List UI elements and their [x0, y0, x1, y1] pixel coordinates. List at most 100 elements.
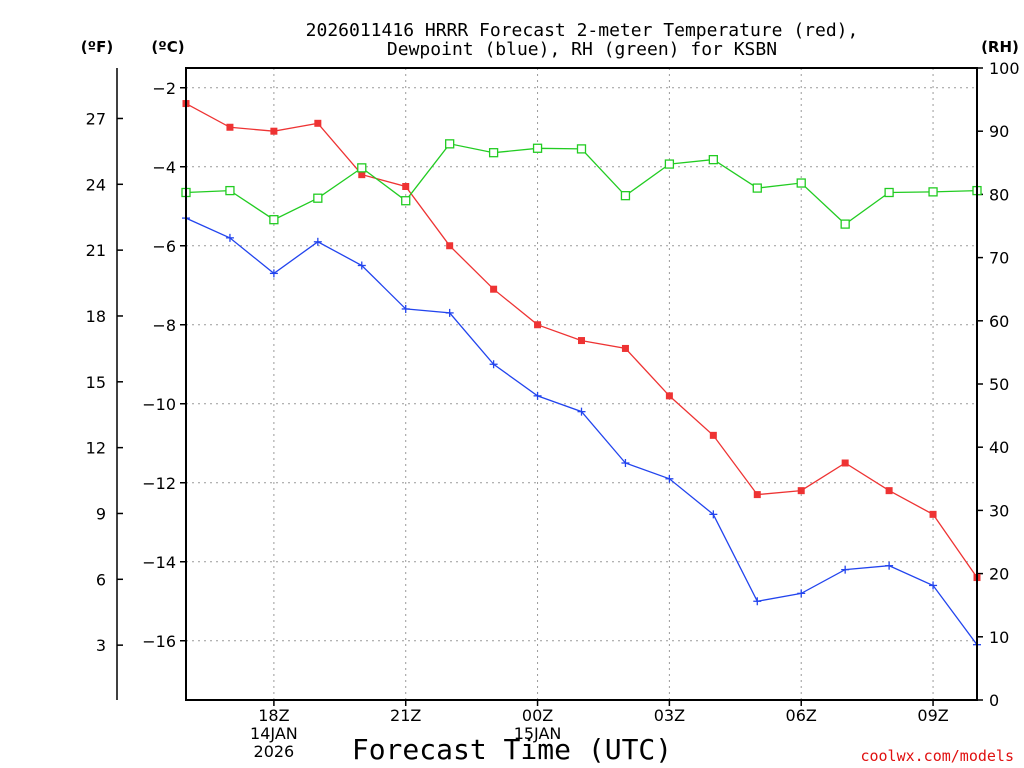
rh-point: [752, 183, 762, 193]
temperature-point: [446, 242, 454, 250]
dewpoint-point: [621, 459, 630, 467]
celsius-unit-label: (ºC): [151, 38, 184, 56]
dewpoint-point: [225, 233, 234, 242]
dewpoint-point: [709, 510, 718, 519]
rh-tick-label: 10: [989, 628, 1009, 647]
celsius-tick-label: −2: [152, 79, 176, 98]
fahrenheit-unit-label: (ºF): [81, 38, 113, 56]
temperature-point: [578, 337, 585, 345]
rh-tick-label: 50: [989, 375, 1009, 394]
celsius-tick-label: −6: [152, 237, 176, 256]
dewpoint-point: [797, 589, 806, 598]
dewpoint-point: [841, 565, 850, 574]
rh-tick-label: 30: [989, 501, 1009, 520]
celsius-tick-label: −10: [142, 395, 176, 414]
dewpoint-point: [269, 269, 278, 278]
rh-point: [269, 215, 279, 225]
dewpoint-point: [929, 581, 938, 590]
credit-text: coolwx.com/models: [860, 747, 1014, 765]
chart-title-line1: 2026011416 HRRR Forecast 2-meter Tempera…: [306, 20, 859, 41]
temperature-point: [314, 119, 322, 127]
rh-point: [225, 185, 235, 196]
x-tick-label: 18Z: [258, 706, 289, 725]
dewpoint-point: [577, 407, 586, 416]
temperature-point: [270, 127, 278, 135]
dewpoint-point: [313, 237, 322, 246]
x-tick-label: 03Z: [654, 706, 685, 725]
rh-unit-label: (RH): [981, 38, 1019, 56]
temperature-point: [797, 487, 805, 495]
temperature-point: [621, 344, 629, 352]
rh-point: [313, 193, 323, 203]
celsius-tick-label: −16: [142, 632, 176, 651]
rh-point: [620, 191, 631, 201]
x-tick-label: 00Z: [522, 706, 553, 725]
celsius-tick-label: −14: [142, 553, 176, 572]
rh-point: [928, 187, 938, 197]
temperature-point: [665, 392, 673, 400]
dewpoint-point: [445, 308, 454, 317]
celsius-tick-label: −4: [152, 158, 176, 177]
x-tick-label: 09Z: [917, 706, 948, 725]
dewpoint-point: [401, 304, 410, 313]
celsius-tick-label: −8: [152, 316, 176, 335]
rh-tick-label: 80: [989, 185, 1009, 204]
rh-point: [401, 196, 411, 206]
x-tick-label: 21Z: [390, 706, 421, 725]
dewpoint-point: [357, 261, 366, 270]
fahrenheit-tick-label: 3: [96, 636, 106, 655]
data-series: [181, 100, 982, 649]
x-tick-label: 14JAN: [250, 724, 298, 743]
x-tick-label: 2026: [254, 742, 295, 761]
temperature-point: [709, 431, 717, 439]
plot-frame: [185, 67, 978, 701]
rh-point: [445, 139, 455, 149]
rh-point: [884, 187, 894, 198]
temperature-point: [753, 491, 761, 499]
rh-point: [532, 143, 543, 153]
fahrenheit-tick-label: 18: [86, 307, 106, 326]
dewpoint-point: [533, 391, 542, 400]
x-tick-label: 15JAN: [514, 724, 562, 743]
dewpoint-point: [665, 474, 674, 483]
celsius-tick-label: −12: [142, 474, 176, 493]
dewpoint-point: [885, 561, 894, 570]
rh-tick-label: 70: [989, 249, 1009, 268]
dewpoint-point: [753, 597, 762, 606]
temperature-point: [929, 510, 937, 518]
rh-line: [185, 143, 978, 225]
temperature-point: [358, 171, 366, 179]
fahrenheit-tick-label: 27: [86, 109, 106, 128]
dewpoint-point: [489, 360, 498, 369]
temperature-point: [885, 487, 893, 495]
temperature-point: [841, 459, 849, 467]
chart-title-line2: Dewpoint (blue), RH (green) for KSBN: [387, 39, 777, 60]
rh-point: [576, 144, 587, 154]
fahrenheit-tick-label: 12: [86, 439, 106, 458]
rh-tick-label: 60: [989, 312, 1009, 331]
rh-tick-label: 90: [989, 122, 1009, 141]
grid-lines: [186, 68, 977, 700]
fahrenheit-tick-label: 15: [86, 373, 106, 392]
temperature-point: [490, 285, 498, 293]
rh-point: [664, 159, 675, 169]
x-axis-title: Forecast Time (UTC): [352, 733, 672, 766]
fahrenheit-tick-label: 21: [86, 241, 106, 260]
rh-point: [796, 178, 806, 188]
rh-point: [357, 163, 367, 173]
fahrenheit-tick-label: 9: [96, 504, 106, 523]
rh-point: [708, 154, 718, 165]
x-tick-label: 06Z: [786, 706, 817, 725]
rh-tick-label: 0: [989, 691, 999, 710]
temperature-point: [226, 123, 234, 131]
rh-tick-label: 40: [989, 438, 1009, 457]
rh-point: [488, 148, 499, 158]
rh-tick-label: 100: [989, 59, 1020, 78]
rh-tick-label: 20: [989, 565, 1009, 584]
temperature-point: [402, 183, 410, 190]
dewpoint-line: [185, 217, 978, 646]
fahrenheit-tick-label: 6: [96, 570, 106, 589]
fahrenheit-tick-label: 24: [86, 175, 106, 194]
